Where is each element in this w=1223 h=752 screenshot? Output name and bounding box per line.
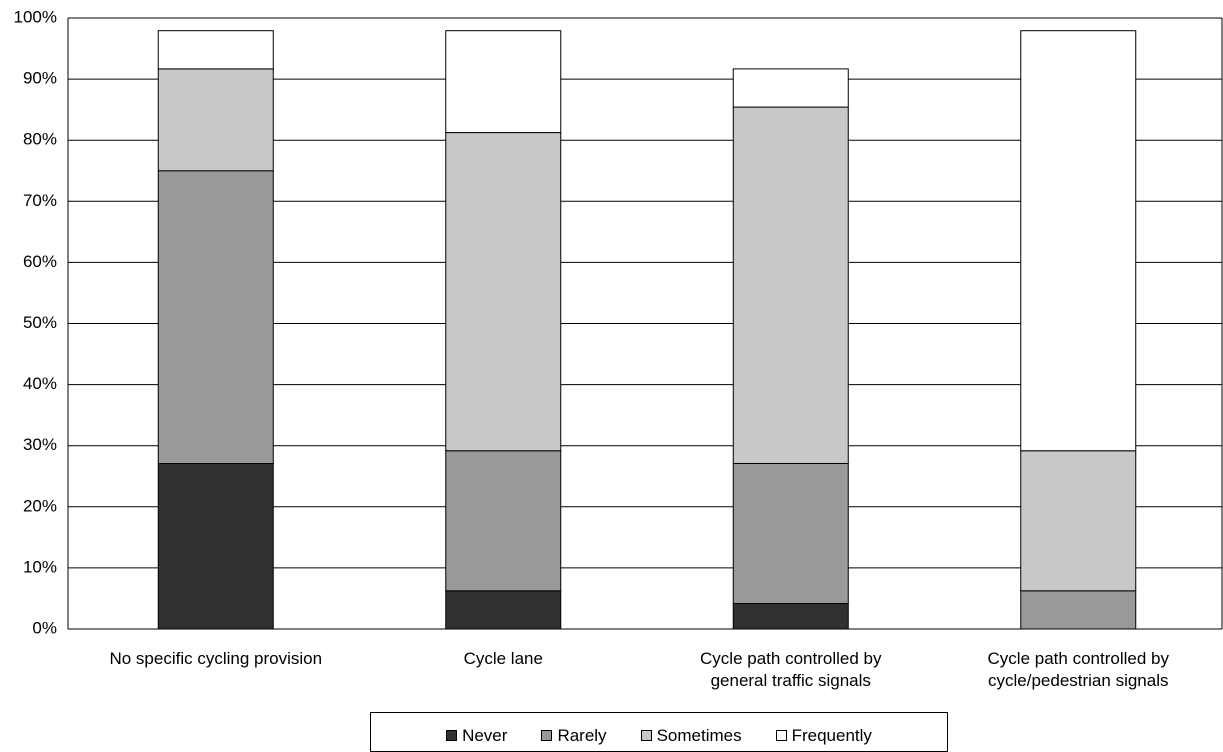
- legend-label: Never: [462, 725, 508, 745]
- bar-segment: [157, 68, 274, 172]
- y-tick-label: 100%: [14, 7, 57, 26]
- legend-item: Sometimes: [640, 720, 742, 751]
- legend-swatch: [541, 730, 553, 741]
- bar-segment: [157, 170, 274, 465]
- y-tick-label: 30%: [23, 435, 57, 454]
- x-tick-label: Cycle lane: [463, 649, 543, 668]
- legend-swatch: [775, 730, 787, 741]
- chart: 0% 10% 20% 30% 40% 50% 60% 70% 80% 90% 100%: [14, 7, 1223, 637]
- bar-segment: [157, 463, 274, 630]
- y-tick-label: 0%: [32, 618, 57, 637]
- legend-swatch: [640, 730, 652, 741]
- legend-label: Frequently: [791, 725, 872, 745]
- legend-label: Sometimes: [656, 725, 742, 745]
- bar-segment: [445, 30, 562, 134]
- y-tick-label: 10%: [23, 557, 57, 576]
- legend-item: Frequently: [775, 720, 872, 751]
- bar-segment: [445, 132, 562, 452]
- bar-segment: [732, 603, 849, 630]
- bar-segment: [445, 590, 562, 630]
- bar-segment: [732, 106, 849, 464]
- legend-item: Rarely: [541, 720, 607, 751]
- bar-segment: [1020, 590, 1137, 630]
- x-tick-label: Cycle path controlled by general traffic…: [700, 649, 882, 690]
- y-tick-label: 80%: [23, 130, 57, 149]
- legend: Never Rarely Sometimes Frequently: [370, 712, 948, 752]
- y-tick-label: 50%: [23, 313, 57, 332]
- bar-segment: [157, 30, 274, 70]
- legend-item: Never: [446, 720, 507, 751]
- bar-segment: [445, 450, 562, 592]
- bar-segment: [1020, 450, 1137, 592]
- bar-segment: [1020, 30, 1137, 452]
- y-tick-label: 20%: [23, 496, 57, 515]
- y-tick-label: 40%: [23, 374, 57, 393]
- bar-segment: [732, 462, 849, 605]
- x-tick-label: No specific cycling provision: [109, 649, 323, 668]
- x-tick-label: Cycle path controlled by cycle/pedestria…: [987, 649, 1169, 690]
- legend-swatch: [446, 730, 458, 741]
- bar-segment: [732, 68, 849, 108]
- y-tick-label: 90%: [23, 69, 57, 88]
- y-tick-label: 60%: [23, 252, 57, 271]
- legend-label: Rarely: [557, 725, 607, 745]
- y-tick-label: 70%: [23, 191, 57, 210]
